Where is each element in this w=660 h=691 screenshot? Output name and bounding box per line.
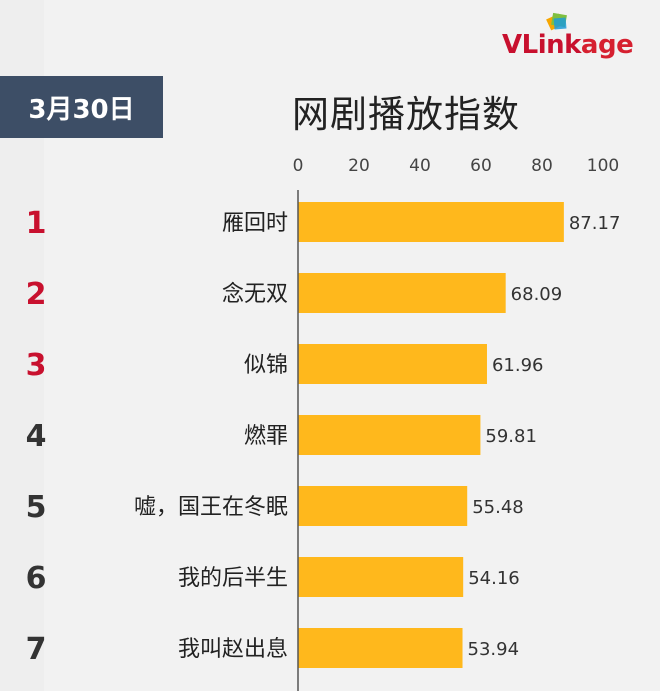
category-label: 燃罪: [244, 424, 288, 449]
rank-number: 3: [26, 348, 47, 383]
bar: [298, 557, 464, 597]
value-label: 54.16: [468, 568, 520, 589]
logo-text: VLinkage: [502, 30, 634, 60]
rank-number: 6: [26, 561, 47, 596]
rank-number: 7: [26, 632, 47, 667]
x-tick-label: 20: [348, 156, 370, 176]
vlinkage-logo: VLinkage: [502, 10, 660, 70]
value-label: 68.09: [511, 284, 563, 305]
x-tick-label: 0: [293, 156, 304, 176]
rank-number: 5: [26, 490, 47, 525]
logo-text-suffix: age: [580, 30, 634, 60]
bar: [298, 415, 481, 455]
value-label: 87.17: [569, 213, 621, 234]
category-label: 似锦: [244, 353, 288, 378]
category-label: 我的后半生: [178, 566, 288, 591]
bar: [298, 344, 487, 384]
value-label: 61.96: [492, 355, 544, 376]
category-label: 念无双: [222, 282, 288, 307]
chart-title: 网剧播放指数: [292, 93, 520, 136]
x-tick-label: 60: [470, 156, 492, 176]
bar: [298, 273, 506, 313]
bar: [298, 202, 564, 242]
x-tick-label: 100: [587, 156, 619, 176]
value-label: 59.81: [485, 426, 537, 447]
bar: [298, 628, 463, 668]
category-label: 雁回时: [222, 211, 288, 236]
bar: [298, 486, 468, 526]
value-label: 53.94: [468, 639, 520, 660]
category-label: 我叫赵出息: [178, 637, 288, 662]
category-label: 嘘，国王在冬眠: [134, 495, 288, 520]
rank-number: 2: [26, 277, 47, 312]
x-tick-label: 80: [531, 156, 553, 176]
rank-number: 4: [26, 419, 47, 454]
value-label: 55.48: [472, 497, 524, 518]
date-badge: 3月30日: [0, 76, 163, 138]
rank-number: 1: [26, 206, 47, 241]
logo-text-prefix: VLink: [502, 30, 581, 60]
x-tick-label: 40: [409, 156, 431, 176]
logo-mark-icon: [546, 12, 567, 31]
